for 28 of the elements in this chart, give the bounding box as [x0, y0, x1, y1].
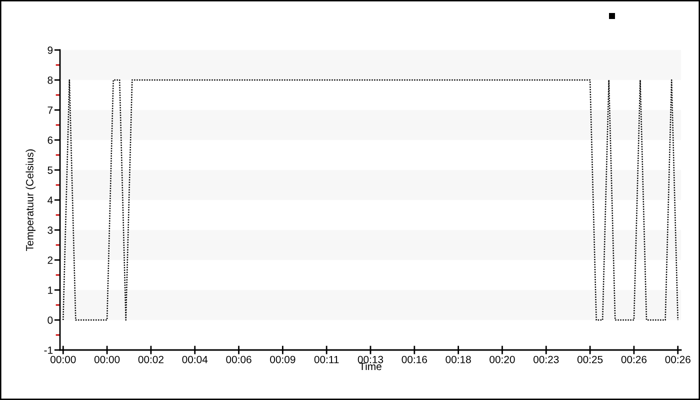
- x-tick-label: 00:11: [314, 356, 339, 364]
- y-tick-label: 5: [48, 166, 53, 174]
- x-tick-label: 00:26: [665, 356, 690, 364]
- y-tick-label: 6: [48, 136, 53, 144]
- y-tick-label: 3: [48, 226, 53, 234]
- y-tick-label: 4: [48, 196, 53, 204]
- y-tick-label: 2: [48, 256, 53, 264]
- x-tick-label: 00:00: [94, 356, 120, 364]
- y-axis-title: Temperatuur (Celsius): [26, 149, 36, 251]
- y-tick-label: -1: [44, 346, 53, 354]
- x-tick-label: 00:09: [270, 356, 296, 364]
- x-axis-title: Time: [359, 362, 382, 370]
- x-tick-label: 00:26: [621, 356, 647, 364]
- x-tick-label: 00:06: [226, 356, 252, 364]
- y-tick-label: 0: [48, 316, 53, 324]
- x-tick-label: 00:02: [138, 356, 164, 364]
- y-tick-label: 7: [48, 106, 53, 114]
- x-tick-label: 00:04: [182, 356, 208, 364]
- x-tick-label: 00:00: [50, 356, 76, 364]
- x-tick-label: 00:20: [490, 356, 515, 364]
- y-tick-label: 8: [48, 76, 53, 84]
- x-tick-label: 00:18: [446, 356, 471, 364]
- y-tick-label: 1: [48, 286, 53, 294]
- x-tick-label: 00:25: [577, 356, 603, 364]
- y-tick-label: 9: [48, 46, 53, 54]
- x-tick-label: 00:13: [358, 356, 384, 364]
- x-tick-label: 00:23: [534, 356, 559, 364]
- x-tick-label: 00:16: [402, 356, 427, 364]
